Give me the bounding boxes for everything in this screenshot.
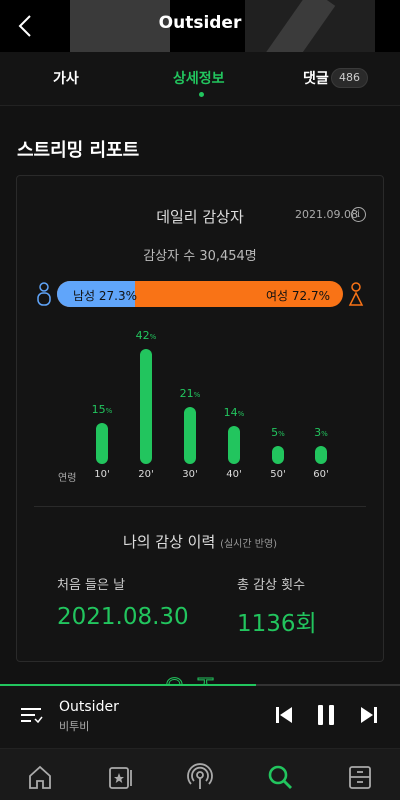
search-icon[interactable] — [266, 763, 294, 791]
tab-comments[interactable]: 댓글 — [303, 71, 329, 87]
age-bar-percent: 3% — [314, 426, 328, 439]
age-tick-label: 60' — [313, 469, 329, 480]
female-icon — [348, 282, 364, 306]
home-icon[interactable] — [26, 763, 54, 791]
storage-icon[interactable] — [346, 763, 374, 791]
age-bar — [272, 446, 284, 464]
now-playing-artist: 비투비 — [59, 720, 90, 733]
comment-count-badge: 486 — [331, 68, 368, 88]
age-bar — [228, 425, 240, 464]
first-listen-date: 2021.08.30 — [57, 604, 189, 630]
age-tick-label: 40' — [226, 469, 242, 480]
age-tick-label: 50' — [270, 469, 286, 480]
first-listen-label: 처음 들은 날 — [57, 578, 126, 593]
listening-history-title: 나의 감상 이력 (실시간 반영) — [0, 531, 400, 552]
listening-history-heading: 나의 감상 이력 — [122, 533, 216, 551]
playback-progress-bar[interactable] — [0, 684, 400, 686]
report-date: 2021.09.08 — [295, 208, 358, 221]
pause-icon[interactable] — [314, 702, 338, 728]
male-icon — [37, 282, 51, 306]
bottom-nav — [0, 748, 400, 800]
total-plays-label: 총 감상 횟수 — [237, 578, 306, 593]
album-art-backdrop — [70, 0, 170, 52]
podcast-icon[interactable] — [186, 763, 214, 791]
active-tab-indicator — [199, 92, 204, 97]
section-title: 스트리밍 리포트 — [17, 140, 140, 161]
male-ratio-label: 남성 27.3% — [73, 289, 138, 303]
listener-count: 감상자 수 30,454명 — [143, 249, 257, 264]
age-bar — [140, 349, 152, 464]
gender-ratio-bar — [57, 281, 343, 307]
album-art-backdrop-right — [245, 0, 375, 52]
library-icon[interactable] — [106, 763, 134, 791]
age-bar — [184, 406, 196, 464]
header: Outsider — [0, 0, 400, 52]
age-axis-label: 연령 — [58, 473, 77, 484]
total-plays-count: 1136회 — [237, 611, 317, 637]
info-icon[interactable]: i — [351, 207, 366, 222]
divider — [34, 506, 366, 507]
age-bar — [96, 422, 108, 464]
age-tick-label: 30' — [182, 469, 198, 480]
back-icon[interactable] — [14, 12, 38, 40]
previous-track-icon[interactable] — [273, 704, 295, 726]
female-ratio-label: 여성 72.7% — [266, 289, 331, 303]
age-bar-percent: 15% — [91, 402, 113, 416]
now-playing-title: Outsider — [59, 699, 119, 715]
daily-listeners-title: 데일리 감상자 — [156, 208, 244, 226]
age-bar-percent: 5% — [271, 426, 285, 439]
page-title: Outsider — [158, 13, 242, 33]
streaming-report-card — [16, 175, 384, 662]
age-bar-percent: 42% — [135, 329, 157, 342]
tab-detail-info[interactable]: 상세정보 — [173, 68, 225, 97]
tab-bar: 가사 상세정보 댓글 — [0, 52, 400, 106]
realtime-note: (실시간 반영) — [220, 539, 278, 550]
tab-detail-label: 상세정보 — [173, 71, 225, 87]
age-tick-label: 20' — [138, 469, 154, 480]
age-tick-label: 10' — [94, 469, 110, 480]
tab-lyrics[interactable]: 가사 — [53, 71, 79, 87]
male-ratio-fill — [57, 281, 136, 307]
playlist-icon[interactable] — [19, 706, 43, 726]
age-bar-percent: 14% — [223, 405, 245, 419]
age-bar — [315, 446, 327, 464]
next-track-icon[interactable] — [358, 704, 380, 726]
playback-progress-fill — [0, 684, 256, 686]
age-bar-percent: 21% — [179, 386, 201, 400]
mini-player[interactable]: Outsider 비투비 — [0, 686, 400, 748]
